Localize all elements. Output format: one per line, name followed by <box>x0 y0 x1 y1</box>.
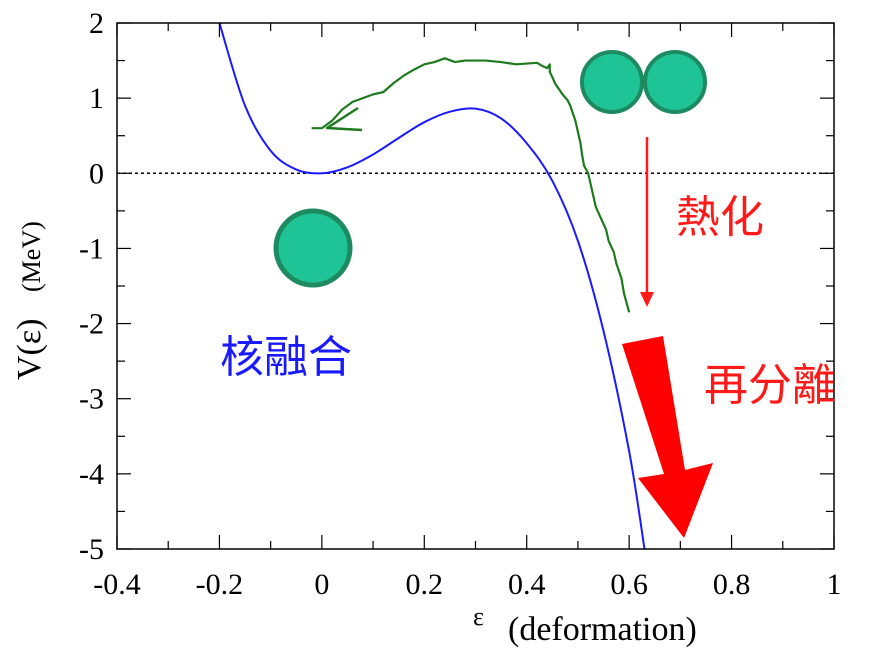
separated-nucleus-right <box>643 50 707 114</box>
x-tick-label: 0.8 <box>713 568 751 601</box>
y-tick-label: -1 <box>79 232 104 265</box>
y-tick-label: 2 <box>89 7 104 40</box>
plot-frame <box>116 22 835 550</box>
y-tick-label: -2 <box>79 308 104 341</box>
re-separation-arrow <box>622 336 713 538</box>
annotation-re-separation: 再分離 <box>704 360 836 411</box>
y-axis-unit: (MeV) <box>17 221 46 292</box>
annotation-thermalization: 熱化 <box>676 192 764 243</box>
y-tick-labels: 2 1 0 -1 -2 -3 -4 -5 <box>79 7 104 566</box>
y-tick-label: -4 <box>79 458 104 491</box>
trajectory-arrowhead <box>325 106 363 132</box>
fused-nucleus <box>273 208 353 288</box>
x-tick-label: -0.2 <box>196 568 244 601</box>
collision-trajectory <box>311 57 631 313</box>
axis-ticks <box>116 22 835 550</box>
x-axis-title: (deformation) <box>508 611 697 648</box>
x-tick-label: 0.4 <box>508 568 546 601</box>
y-tick-label: -3 <box>79 383 104 416</box>
potential-curve-0 <box>218 23 646 549</box>
x-axis-symbol: ε <box>473 602 484 631</box>
y-axis-symbol: V(ε) <box>11 319 48 380</box>
annotation-fusion: 核融合 <box>220 332 352 383</box>
x-tick-label: 0.2 <box>406 568 444 601</box>
x-tick-label: 0 <box>314 568 329 601</box>
separated-nucleus-left <box>580 50 644 114</box>
y-tick-label: 0 <box>89 157 104 190</box>
y-tick-label: -5 <box>79 533 104 566</box>
thermalization-arrow <box>640 137 654 307</box>
x-tick-label: -0.4 <box>93 568 141 601</box>
x-tick-label: 1 <box>827 568 842 601</box>
x-tick-labels: -0.4 -0.2 0 0.2 0.4 0.6 0.8 1 <box>93 568 841 601</box>
x-tick-label: 0.6 <box>610 568 648 601</box>
y-tick-label: 1 <box>89 82 104 115</box>
